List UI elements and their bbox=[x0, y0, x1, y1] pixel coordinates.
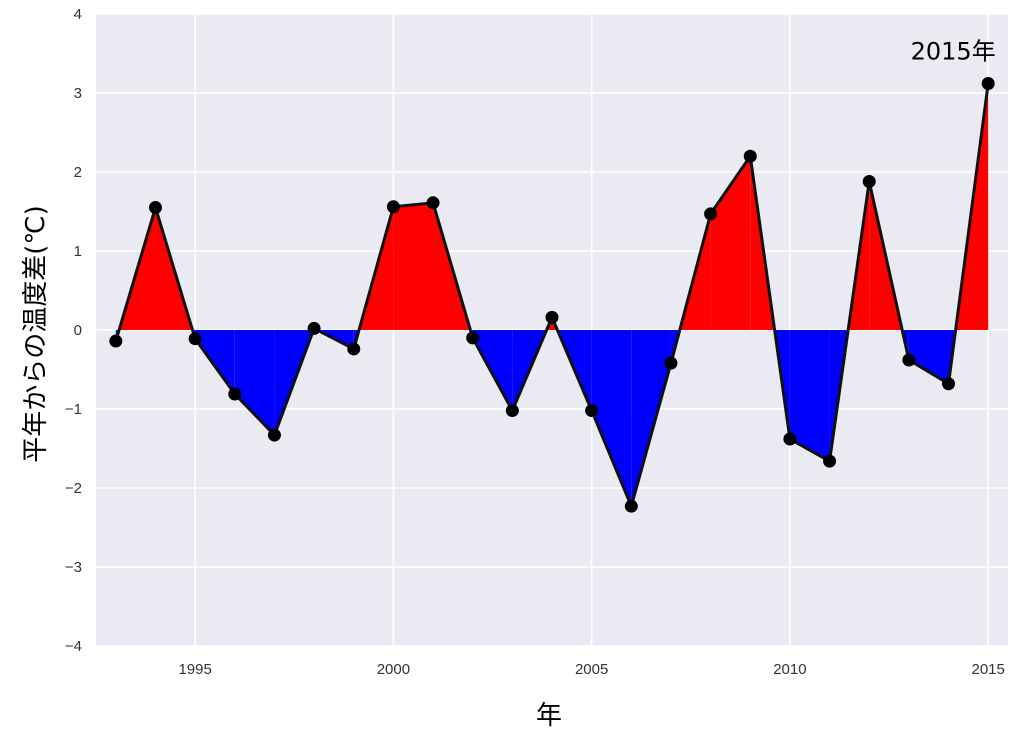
y-tick-labels: −4 −3 −2 −1 0 1 2 3 4 bbox=[65, 6, 82, 655]
y-tick-label-3: −1 bbox=[65, 401, 82, 418]
data-point-2009 bbox=[743, 149, 757, 163]
x-tick-label-2010: 2010 bbox=[773, 661, 806, 678]
data-point-2011 bbox=[823, 454, 837, 468]
data-point-2007 bbox=[664, 356, 678, 370]
data-point-2014 bbox=[942, 377, 956, 391]
negative-fill-segment bbox=[908, 330, 949, 384]
data-point-2001 bbox=[426, 196, 440, 210]
y-tick-label-4: 0 bbox=[74, 322, 82, 339]
data-point-1998 bbox=[307, 321, 321, 335]
x-tick-label-2000: 2000 bbox=[377, 661, 410, 678]
y-tick-label-5: 1 bbox=[74, 243, 82, 260]
negative-fill-segment bbox=[234, 330, 275, 436]
data-point-1993 bbox=[109, 334, 123, 348]
data-point-2013 bbox=[902, 353, 916, 367]
negative-fill-segment bbox=[591, 330, 632, 507]
annotation-2015: 2015年 bbox=[911, 38, 996, 66]
data-point-2010 bbox=[783, 432, 797, 446]
data-point-1994 bbox=[148, 201, 162, 215]
data-point-2004 bbox=[545, 310, 559, 324]
y-tick-label-2: −2 bbox=[65, 480, 82, 497]
y-tick-label-0: −4 bbox=[65, 638, 82, 655]
data-point-2008 bbox=[704, 207, 718, 221]
data-point-1996 bbox=[228, 387, 242, 401]
data-markers bbox=[109, 77, 995, 513]
negative-fill-segment bbox=[789, 330, 830, 462]
positive-fill-segment bbox=[393, 202, 434, 330]
data-point-2006 bbox=[624, 499, 638, 513]
negative-fill-segment bbox=[631, 330, 671, 507]
data-point-2000 bbox=[386, 200, 400, 214]
x-tick-label-1995: 1995 bbox=[178, 661, 211, 678]
data-point-2003 bbox=[505, 404, 519, 418]
data-point-2015 bbox=[981, 77, 995, 91]
data-point-1995 bbox=[188, 332, 202, 346]
y-tick-label-8: 4 bbox=[74, 6, 82, 23]
data-point-2002 bbox=[466, 331, 480, 345]
data-point-2012 bbox=[862, 174, 876, 188]
y-tick-label-1: −3 bbox=[65, 559, 82, 576]
x-tick-labels: 1995 2000 2005 2010 2015 bbox=[178, 661, 1004, 678]
x-tick-label-2015: 2015 bbox=[971, 661, 1004, 678]
data-point-1997 bbox=[267, 428, 281, 442]
y-axis-title: 平年からの温度差(℃) bbox=[21, 205, 51, 463]
y-tick-label-6: 2 bbox=[74, 164, 82, 181]
data-point-1999 bbox=[347, 342, 361, 356]
x-tick-label-2005: 2005 bbox=[575, 661, 608, 678]
x-axis-title: 年 bbox=[536, 701, 562, 731]
y-tick-label-7: 3 bbox=[74, 85, 82, 102]
data-point-2005 bbox=[585, 404, 599, 418]
